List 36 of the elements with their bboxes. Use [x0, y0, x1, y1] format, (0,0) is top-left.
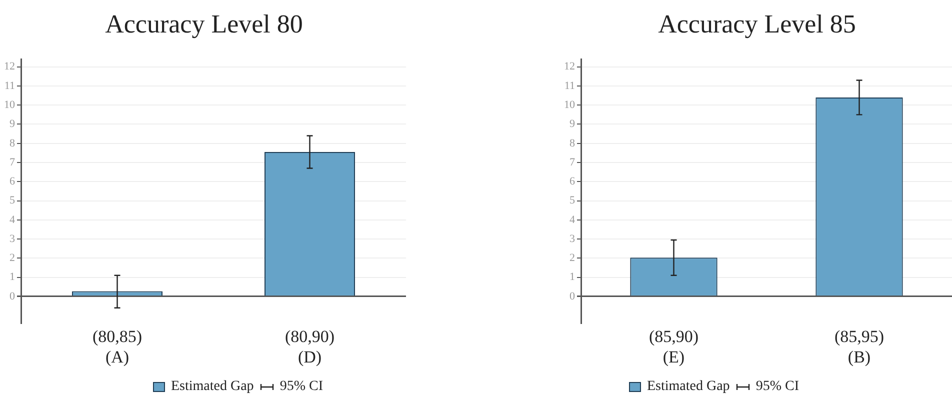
- y-tick-label: 12: [4, 60, 15, 73]
- y-tick-label: 4: [570, 214, 576, 226]
- y-tick-label: 8: [10, 137, 16, 150]
- text: 95% CI: [280, 379, 323, 395]
- y-tick-label: 7: [570, 156, 576, 168]
- y-tick-label: 11: [4, 80, 15, 92]
- y-tick-label: 11: [564, 80, 575, 92]
- y-tick-label: 9: [10, 118, 16, 130]
- y-tick-label: 10: [4, 99, 16, 112]
- y-tick-label: 5: [570, 194, 576, 207]
- y-tick-label: 4: [10, 214, 16, 226]
- y-tick-label: 10: [564, 99, 576, 112]
- x-tick-label: (80,90) (D): [284, 326, 335, 366]
- x-tick-label: (80,85) (A): [92, 326, 142, 366]
- y-tick-label: 12: [564, 60, 575, 73]
- legend-label: Estimated Gap: [171, 379, 254, 395]
- x-tick-label: (85,95) (B): [834, 326, 884, 366]
- chart-title: Accuracy Level 85: [658, 9, 856, 38]
- y-tick-label: 0: [10, 290, 16, 302]
- y-tick-label: 2: [10, 252, 15, 264]
- legend-label: Estimated Gap: [647, 379, 730, 395]
- y-tick-label: 7: [10, 156, 16, 168]
- y-tick-label: 3: [10, 232, 16, 245]
- y-tick-label: 1: [570, 271, 575, 284]
- text: 95% CI: [756, 379, 799, 395]
- y-tick-label: 9: [570, 118, 576, 130]
- y-tick-label: 3: [570, 232, 576, 245]
- y-tick-label: 1: [10, 271, 15, 284]
- y-tick-label: 6: [570, 176, 576, 188]
- y-tick-label: 2: [570, 252, 575, 264]
- y-tick-label: 6: [10, 176, 16, 188]
- y-tick-label: 0: [570, 290, 576, 302]
- x-tick-label: (85,90) (E): [648, 326, 699, 366]
- y-tick-label: 5: [10, 194, 16, 207]
- y-tick-label: 8: [570, 137, 576, 150]
- chart-title: Accuracy Level 80: [105, 9, 303, 38]
